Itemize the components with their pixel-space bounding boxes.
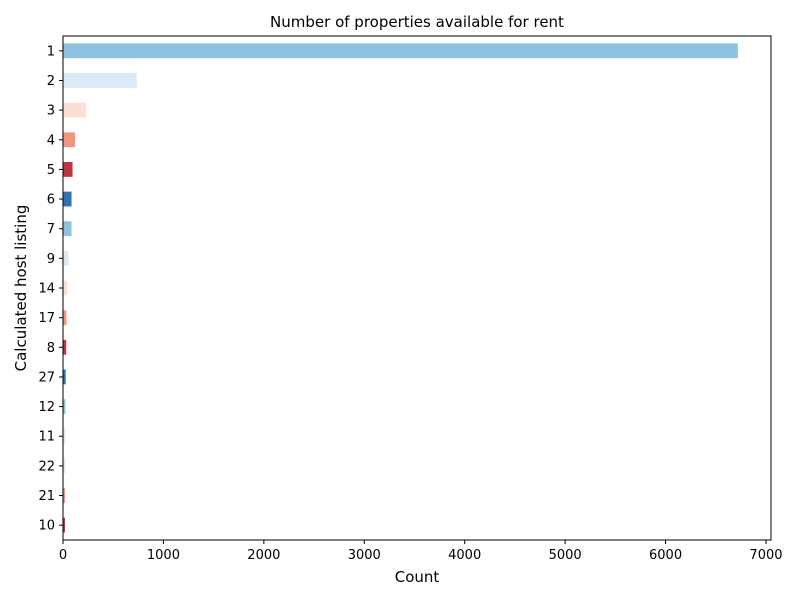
bar-7 [63,221,72,237]
y-tick-label: 4 [47,133,55,148]
bar-11 [63,428,66,444]
x-tick-label: 7000 [749,548,782,563]
y-tick-label: 21 [38,489,55,504]
y-tick-label: 10 [38,519,55,534]
x-tick-label: 3000 [348,548,381,563]
x-tick-label: 4000 [448,548,481,563]
y-tick-label: 12 [38,400,55,415]
y-tick-label: 14 [38,282,55,297]
y-tick-label: 9 [47,252,55,267]
bars-group [63,43,738,533]
bar-5 [63,162,73,177]
bar-21 [63,488,66,503]
y-tick-label: 3 [47,104,55,119]
x-axis-title: Count [395,568,440,586]
y-axis-title: Calculated host listing [12,205,30,372]
y-tick-label: 6 [47,193,55,208]
y-tick-label: 11 [38,430,55,445]
bar-12 [63,399,66,414]
y-tick-label: 5 [47,163,55,178]
y-tick-label: 1 [47,44,55,59]
bar-1 [63,43,738,59]
x-axis-ticks: 0 1000 2000 3000 4000 5000 6000 7000 [59,540,783,563]
y-tick-label: 27 [38,370,55,385]
bar-3 [63,102,87,118]
x-tick-label: 5000 [549,548,582,563]
bar-9 [63,250,69,266]
y-tick-label: 17 [38,311,55,326]
bar-10 [63,517,66,533]
bar-2 [63,73,137,88]
bar-8 [63,339,67,355]
bar-17 [63,310,67,326]
chart-title: Number of properties available for rent [270,13,564,31]
y-tick-label: 8 [47,341,55,356]
bar-14 [63,280,68,296]
y-tick-label: 7 [47,222,55,237]
x-tick-label: 6000 [649,548,682,563]
x-tick-label: 1000 [147,548,180,563]
bar-27 [63,369,66,385]
bar-4 [63,132,76,148]
y-tick-label: 22 [38,459,55,474]
x-tick-label: 0 [59,548,67,563]
plot-frame [62,35,772,541]
y-tick-label: 2 [47,74,55,89]
x-tick-label: 2000 [247,548,280,563]
bar-22 [63,458,66,474]
bar-6 [63,191,72,207]
